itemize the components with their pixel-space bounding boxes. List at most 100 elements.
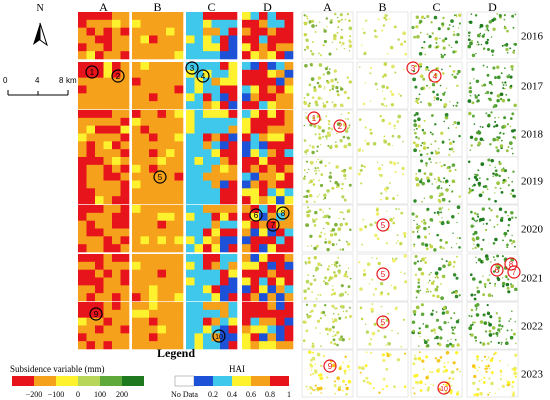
hai-legend: No Data 0.2 0.4 0.6 0.8 1 (171, 375, 291, 399)
hai-cell (174, 277, 184, 286)
subsidence-dot (336, 343, 339, 347)
subsidence-dot (442, 92, 446, 96)
hai-cell (174, 205, 184, 214)
subsidence-map-panel (356, 349, 409, 398)
subsidence-dot (322, 135, 325, 138)
subsidence-dot (385, 191, 387, 193)
subsidence-dot (364, 126, 367, 129)
subsidence-legend-label: 100 (94, 390, 106, 399)
subsidence-dot (332, 285, 334, 287)
subsidence-dot (328, 52, 332, 56)
hai-cell (95, 220, 104, 229)
hai-cell (103, 117, 113, 126)
subsidence-dot (333, 330, 335, 333)
subsidence-dot (445, 260, 448, 263)
subsidence-dot (316, 81, 320, 85)
subsidence-dot (484, 228, 488, 232)
subsidence-dot (479, 341, 482, 344)
hai-cell (203, 141, 212, 150)
subsidence-dot (339, 211, 342, 214)
subsidence-map-panel (356, 156, 409, 205)
hai-cell (140, 19, 150, 28)
hai-cell (267, 19, 277, 28)
hai-cell (132, 309, 141, 318)
hai-cell (203, 269, 212, 278)
hai-cell (194, 164, 204, 173)
subsidence-dot (507, 224, 510, 227)
hai-cell (259, 196, 268, 205)
subsidence-dot (429, 290, 432, 293)
subsidence-dot (487, 123, 491, 126)
subsidence-dot (306, 172, 308, 174)
subsidence-dot (501, 281, 506, 286)
subsidence-dot (334, 261, 336, 264)
hai-cell (242, 317, 251, 326)
subsidence-dot (422, 77, 426, 81)
subsidence-dot (311, 96, 315, 99)
subsidence-dot (473, 78, 475, 80)
subsidence-dot (448, 169, 452, 173)
subsidence-dot (512, 391, 515, 394)
hai-cell (174, 302, 184, 311)
hai-cell (267, 172, 277, 181)
subsidence-dot (317, 294, 319, 296)
subsidence-map-panel (410, 349, 463, 398)
subsidence-dot (484, 285, 487, 288)
subsidence-dot (311, 344, 315, 348)
hai-cell (86, 236, 96, 245)
subsidence-dot (505, 44, 508, 48)
subsidence-dot (477, 181, 482, 186)
subsidence-dot (494, 186, 497, 189)
hai-cell (276, 188, 285, 197)
hai-cell (120, 302, 130, 311)
hai-cell (103, 302, 113, 311)
hai-cell (284, 164, 294, 173)
hai-cell (242, 196, 251, 205)
hai-cell (250, 220, 260, 229)
subsidence-dot (497, 277, 501, 282)
subsidence-marker-9: 9 (323, 359, 337, 373)
subsidence-dot (312, 274, 315, 277)
subsidence-dot (327, 279, 331, 282)
subsidence-dot (417, 285, 421, 289)
hai-cell (103, 333, 113, 342)
hai-cell (228, 12, 238, 21)
subsidence-dot (440, 221, 445, 226)
subsidence-dot (333, 271, 336, 274)
subsidence-dot (468, 188, 473, 193)
hai-cell (259, 254, 268, 263)
hai-cell (120, 125, 130, 134)
subsidence-dot (397, 332, 399, 335)
hai-cell (157, 196, 167, 205)
hai-cell (95, 125, 104, 134)
subsidence-dot (414, 64, 417, 68)
subsidence-dot (435, 45, 438, 48)
hai-cell (149, 293, 158, 302)
subsidence-dot (363, 165, 366, 168)
subsidence-dot (442, 264, 446, 268)
subsidence-dot (484, 92, 487, 95)
subsidence-dot (323, 29, 327, 33)
hai-cell (166, 157, 175, 166)
hai-cell (242, 277, 251, 286)
hai-cell (267, 269, 277, 278)
subsidence-dot (496, 13, 499, 15)
hai-cell (174, 261, 184, 270)
subsidence-dot (302, 339, 306, 342)
subsidence-dot (338, 337, 342, 341)
subsidence-dot (456, 101, 459, 104)
subsidence-dot (414, 131, 417, 135)
subsidence-dot (438, 199, 442, 204)
subsidence-dot (504, 67, 506, 69)
subsidence-dot (385, 18, 388, 21)
subsidence-dot (496, 181, 500, 186)
hai-cell (157, 244, 167, 253)
hai-cell (211, 51, 221, 60)
subsidence-dot (501, 44, 504, 47)
subsidence-dot (434, 271, 439, 276)
hai-cell (220, 341, 229, 350)
subsidence-dot (345, 383, 347, 386)
hai-cell (86, 12, 96, 21)
subsidence-dot (322, 102, 325, 104)
hai-map-panel (186, 110, 238, 158)
